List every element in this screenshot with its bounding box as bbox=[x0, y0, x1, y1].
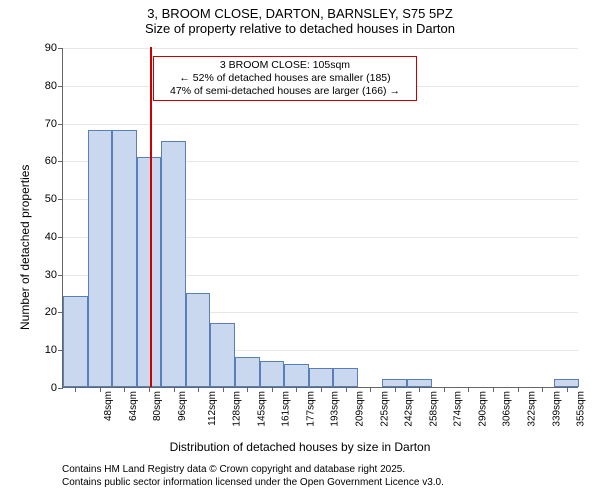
x-tick-mark bbox=[370, 387, 371, 392]
x-tick-mark bbox=[174, 387, 175, 392]
y-tick-mark bbox=[58, 48, 63, 49]
y-tick-label: 90 bbox=[45, 42, 57, 54]
plot-area: 010203040506070809048sqm64sqm80sqm96sqm1… bbox=[62, 48, 578, 388]
x-tick-mark bbox=[518, 387, 519, 392]
histogram-bar bbox=[407, 379, 432, 387]
y-tick-label: 0 bbox=[51, 382, 57, 394]
callout-line: ← 52% of detached houses are smaller (18… bbox=[158, 72, 412, 85]
x-tick-label: 161sqm bbox=[281, 391, 292, 427]
y-tick-mark bbox=[58, 388, 63, 389]
y-tick-label: 30 bbox=[45, 269, 57, 281]
x-tick-mark bbox=[542, 387, 543, 392]
histogram-bar bbox=[88, 130, 113, 387]
x-tick-mark bbox=[567, 387, 568, 392]
histogram-bar bbox=[309, 368, 334, 387]
x-tick-label: 355sqm bbox=[576, 391, 587, 427]
x-tick-mark bbox=[419, 387, 420, 392]
x-tick-mark bbox=[321, 387, 322, 392]
histogram-bar bbox=[382, 379, 407, 387]
x-tick-label: 209sqm bbox=[355, 391, 366, 427]
x-tick-label: 145sqm bbox=[256, 391, 267, 427]
histogram-bar bbox=[333, 368, 358, 387]
chart-container: 3, BROOM CLOSE, DARTON, BARNSLEY, S75 5P… bbox=[0, 0, 600, 500]
x-tick-mark bbox=[395, 387, 396, 392]
x-tick-label: 128sqm bbox=[232, 391, 243, 427]
x-tick-mark bbox=[149, 387, 150, 392]
x-tick-mark bbox=[100, 387, 101, 392]
x-tick-mark bbox=[272, 387, 273, 392]
x-tick-mark bbox=[75, 387, 76, 392]
x-tick-mark bbox=[223, 387, 224, 392]
x-tick-label: 306sqm bbox=[502, 391, 513, 427]
y-tick-label: 20 bbox=[45, 306, 57, 318]
x-tick-mark bbox=[444, 387, 445, 392]
histogram-bar bbox=[186, 293, 211, 387]
y-tick-label: 50 bbox=[45, 193, 57, 205]
y-tick-mark bbox=[58, 124, 63, 125]
x-tick-label: 177sqm bbox=[305, 391, 316, 427]
x-tick-label: 339sqm bbox=[551, 391, 562, 427]
y-tick-label: 70 bbox=[45, 118, 57, 130]
x-tick-label: 242sqm bbox=[404, 391, 415, 427]
histogram-bar bbox=[63, 296, 88, 387]
x-tick-label: 193sqm bbox=[330, 391, 341, 427]
histogram-bar bbox=[210, 323, 235, 387]
histogram-bar bbox=[112, 130, 137, 387]
x-tick-label: 225sqm bbox=[379, 391, 390, 427]
histogram-bar bbox=[554, 379, 579, 387]
histogram-bar bbox=[161, 141, 186, 387]
x-tick-mark bbox=[296, 387, 297, 392]
y-tick-mark bbox=[58, 237, 63, 238]
x-tick-label: 96sqm bbox=[177, 391, 188, 421]
y-tick-mark bbox=[58, 86, 63, 87]
y-tick-label: 40 bbox=[45, 231, 57, 243]
callout-line: 47% of semi-detached houses are larger (… bbox=[158, 85, 412, 98]
chart-footer: Contains HM Land Registry data © Crown c… bbox=[62, 464, 444, 489]
chart-title-sub: Size of property relative to detached ho… bbox=[0, 21, 600, 36]
x-tick-label: 258sqm bbox=[428, 391, 439, 427]
x-tick-label: 80sqm bbox=[152, 391, 163, 421]
x-tick-label: 112sqm bbox=[206, 391, 217, 426]
histogram-bar bbox=[284, 364, 309, 387]
x-tick-mark bbox=[346, 387, 347, 392]
y-tick-mark bbox=[58, 199, 63, 200]
y-tick-label: 10 bbox=[45, 344, 57, 356]
x-tick-label: 274sqm bbox=[453, 391, 464, 427]
x-tick-mark bbox=[493, 387, 494, 392]
x-axis-label: Distribution of detached houses by size … bbox=[0, 440, 600, 454]
x-tick-label: 322sqm bbox=[527, 391, 538, 427]
y-tick-label: 60 bbox=[45, 155, 57, 167]
property-callout: 3 BROOM CLOSE: 105sqm← 52% of detached h… bbox=[153, 56, 417, 101]
y-tick-mark bbox=[58, 161, 63, 162]
y-grid-line bbox=[63, 48, 578, 49]
callout-line: 3 BROOM CLOSE: 105sqm bbox=[158, 59, 412, 72]
histogram-bar bbox=[235, 357, 260, 387]
footer-line-1: Contains HM Land Registry data © Crown c… bbox=[62, 464, 444, 477]
y-tick-mark bbox=[58, 275, 63, 276]
x-tick-mark bbox=[124, 387, 125, 392]
x-tick-mark bbox=[198, 387, 199, 392]
footer-line-2: Contains public sector information licen… bbox=[62, 477, 444, 490]
histogram-bar bbox=[137, 157, 162, 387]
histogram-bar bbox=[260, 361, 285, 387]
y-tick-label: 80 bbox=[45, 80, 57, 92]
y-grid-line bbox=[63, 124, 578, 125]
x-tick-label: 48sqm bbox=[103, 391, 114, 421]
x-tick-mark bbox=[468, 387, 469, 392]
x-tick-mark bbox=[247, 387, 248, 392]
chart-title-main: 3, BROOM CLOSE, DARTON, BARNSLEY, S75 5P… bbox=[0, 6, 600, 21]
chart-titles: 3, BROOM CLOSE, DARTON, BARNSLEY, S75 5P… bbox=[0, 0, 600, 36]
y-axis-label: Number of detached properties bbox=[18, 165, 32, 330]
x-tick-label: 290sqm bbox=[477, 391, 488, 427]
x-tick-label: 64sqm bbox=[128, 391, 139, 421]
